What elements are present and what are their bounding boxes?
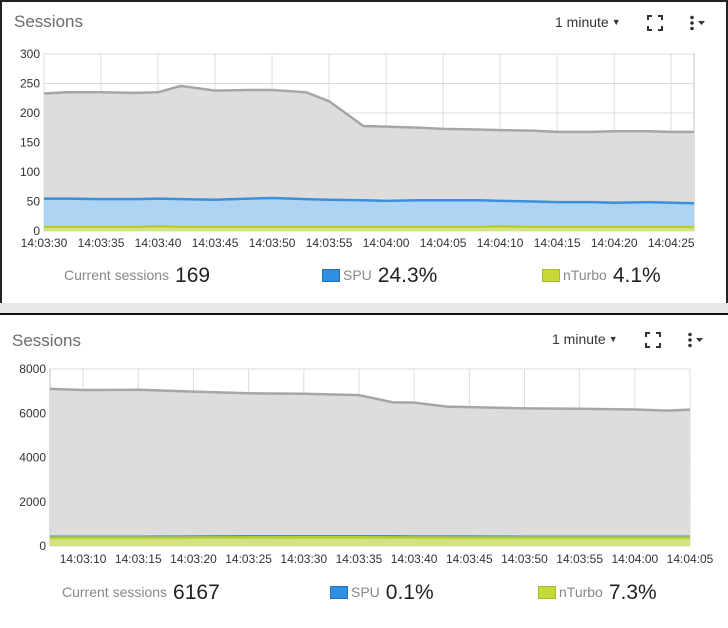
y-tick-label: 8000 — [19, 362, 46, 376]
current-sessions-label: Current sessions — [64, 267, 169, 283]
x-tick-label: 14:04:05 — [420, 236, 467, 250]
x-tick-label: 14:03:45 — [192, 236, 239, 250]
panel-divider — [0, 303, 728, 313]
x-tick-label: 14:04:00 — [363, 236, 410, 250]
spu-legend-swatch — [322, 269, 340, 282]
nturbo-value: 7.3% — [609, 581, 657, 604]
y-tick-label: 50 — [27, 195, 41, 209]
y-tick-label: 300 — [20, 47, 40, 61]
y-tick-label: 250 — [20, 77, 40, 91]
x-tick-label: 14:04:20 — [591, 236, 638, 250]
current-sessions-label: Current sessions — [62, 584, 167, 600]
x-tick-label: 14:03:20 — [170, 552, 217, 566]
x-tick-label: 14:04:00 — [611, 552, 658, 566]
current-sessions-value: 169 — [175, 264, 210, 287]
x-tick-label: 14:03:30 — [280, 552, 327, 566]
x-tick-label: 14:03:55 — [556, 552, 603, 566]
x-tick-label: 14:03:25 — [225, 552, 272, 566]
nturbo-label: nTurbo — [559, 584, 603, 600]
nturbo-value: 4.1% — [613, 264, 661, 287]
x-tick-label: 14:04:05 — [667, 552, 714, 566]
y-tick-label: 6000 — [19, 406, 46, 420]
current-sessions-stat: Current sessions 169 — [64, 264, 210, 288]
nturbo-label: nTurbo — [563, 267, 607, 283]
spu-label: SPU — [351, 584, 380, 600]
y-tick-label: 100 — [20, 165, 40, 179]
spu-stat: SPU 0.1% — [330, 581, 434, 605]
nturbo-stat: nTurbo 4.1% — [542, 264, 661, 288]
x-tick-label: 14:03:50 — [501, 552, 548, 566]
spu-stat: SPU 24.3% — [322, 264, 437, 288]
x-tick-label: 14:03:10 — [60, 552, 107, 566]
nturbo-legend-swatch — [538, 586, 556, 599]
spu-legend-swatch — [330, 586, 348, 599]
x-tick-label: 14:03:30 — [21, 236, 68, 250]
y-tick-label: 4000 — [19, 451, 46, 465]
x-tick-label: 14:03:40 — [391, 552, 438, 566]
spu-value: 0.1% — [386, 581, 434, 604]
spu-label: SPU — [343, 267, 372, 283]
x-tick-label: 14:04:10 — [477, 236, 524, 250]
x-tick-label: 14:03:35 — [336, 552, 383, 566]
current-sessions-area — [50, 389, 690, 546]
y-tick-label: 0 — [39, 539, 46, 553]
current-sessions-stat: Current sessions 6167 — [62, 581, 220, 605]
x-tick-label: 14:03:15 — [115, 552, 162, 566]
y-tick-label: 2000 — [19, 495, 46, 509]
spu-value: 24.3% — [378, 264, 438, 287]
y-tick-label: 150 — [20, 136, 40, 150]
current-sessions-value: 6167 — [173, 581, 220, 604]
x-tick-label: 14:03:55 — [306, 236, 353, 250]
nturbo-stat: nTurbo 7.3% — [538, 581, 657, 605]
y-tick-label: 200 — [20, 106, 40, 120]
nturbo-legend-swatch — [542, 269, 560, 282]
x-tick-label: 14:03:45 — [446, 552, 493, 566]
x-tick-label: 14:04:25 — [648, 236, 695, 250]
x-tick-label: 14:03:50 — [249, 236, 296, 250]
x-tick-label: 14:04:15 — [534, 236, 581, 250]
x-tick-label: 14:03:35 — [78, 236, 125, 250]
nturbo-line — [44, 226, 694, 227]
x-tick-label: 14:03:40 — [135, 236, 182, 250]
